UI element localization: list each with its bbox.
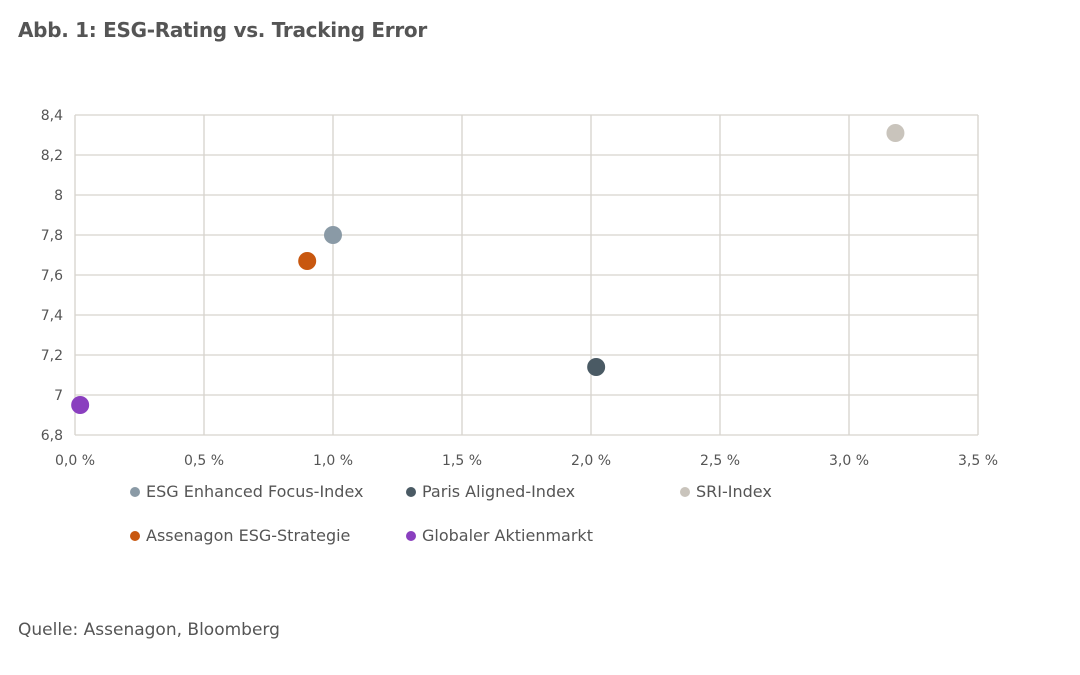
y-tick-label: 7,4 <box>41 308 63 324</box>
y-tick-label: 7,6 <box>41 268 63 284</box>
data-points <box>71 124 905 414</box>
chart-title: Abb. 1: ESG-Rating vs. Tracking Error <box>18 18 427 42</box>
y-tick-label: 8 <box>54 188 63 204</box>
x-tick-label: 2,5 % <box>700 453 740 469</box>
x-tick-label: 1,0 % <box>313 453 353 469</box>
y-tick-label: 7,2 <box>41 348 63 364</box>
y-axis-ticks: 6,8 7 7,2 7,4 7,6 7,8 8 8,2 8,4 <box>41 108 63 444</box>
y-tick-label: 8,2 <box>41 148 63 164</box>
y-tick-label: 7 <box>54 388 63 404</box>
x-axis-ticks: 0,0 % 0,5 % 1,0 % 1,5 % 2,0 % 2,5 % 3,0 % 3,5 % <box>55 453 998 469</box>
y-tick-label: 8,4 <box>41 108 63 124</box>
x-tick-label: 3,0 % <box>829 453 869 469</box>
x-tick-label: 3,5 % <box>958 453 998 469</box>
x-tick-label: 0,0 % <box>55 453 95 469</box>
data-point <box>71 396 90 414</box>
data-point <box>886 124 905 142</box>
x-tick-label: 2,0 % <box>571 453 611 469</box>
data-point <box>324 226 342 244</box>
data-point <box>298 252 317 270</box>
y-tick-label: 7,8 <box>41 228 63 244</box>
x-tick-label: 0,5 % <box>184 453 224 469</box>
source-note: Quelle: Assenagon, Bloomberg <box>18 620 280 640</box>
data-point <box>587 358 606 376</box>
y-tick-label: 6,8 <box>41 428 63 444</box>
x-tick-label: 1,5 % <box>442 453 482 469</box>
grid <box>74 114 979 436</box>
